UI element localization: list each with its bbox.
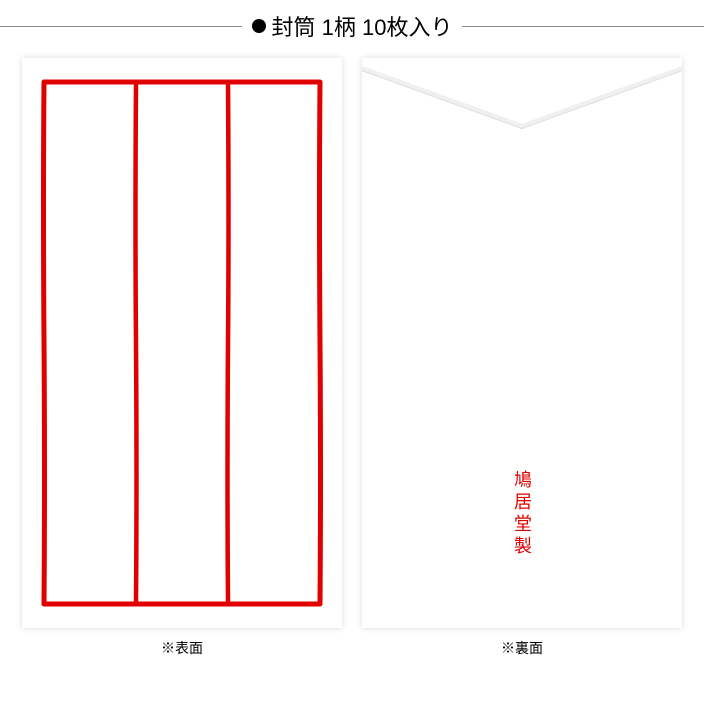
back-caption: ※裏面: [501, 638, 543, 658]
back-flap: [362, 58, 682, 130]
main: ※表面 鳩居堂製 ※裏面: [0, 48, 704, 658]
header-title: 封筒 1柄 10枚入り: [272, 10, 453, 42]
back-card: 鳩居堂製 ※裏面: [362, 58, 682, 658]
header-line-left: [0, 26, 242, 27]
header-line-right: [462, 26, 704, 27]
header-title-wrap: 封筒 1柄 10枚入り: [252, 10, 453, 42]
envelope-front: [22, 58, 342, 628]
header: 封筒 1柄 10枚入り: [0, 0, 704, 48]
envelope-back: 鳩居堂製: [362, 58, 682, 628]
back-vertical-text: 鳩居堂製: [513, 470, 531, 558]
front-card: ※表面: [22, 58, 342, 658]
front-border: [40, 78, 324, 608]
front-caption: ※表面: [161, 638, 203, 658]
dot-icon: [252, 19, 266, 33]
